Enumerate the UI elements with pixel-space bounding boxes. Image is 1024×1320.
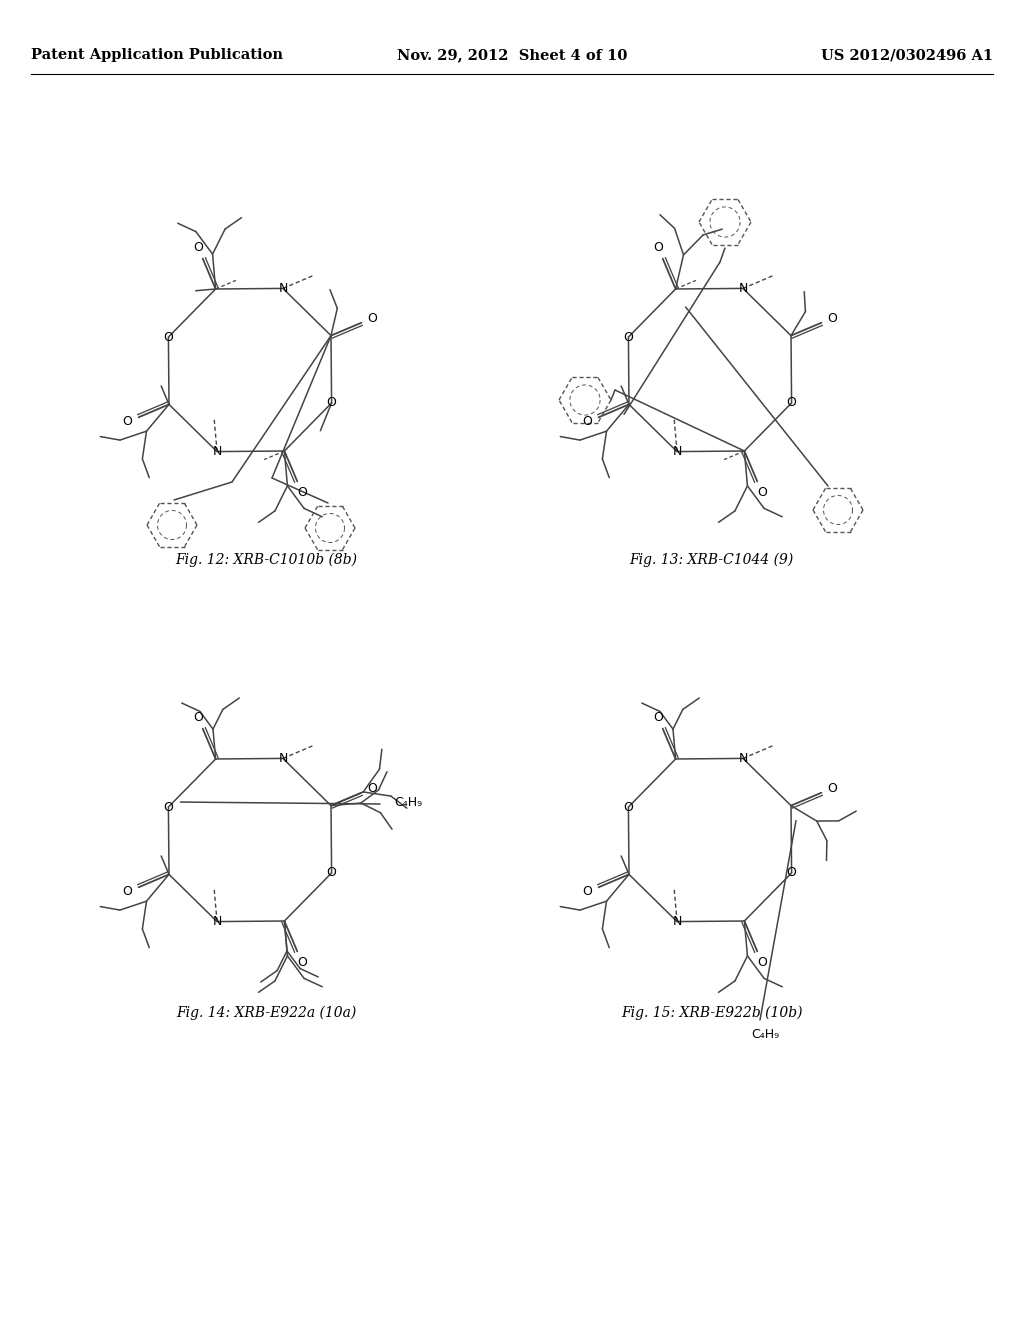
Text: O: O	[583, 416, 593, 429]
Text: O: O	[164, 800, 173, 813]
Text: O: O	[827, 781, 838, 795]
Text: O: O	[123, 416, 132, 429]
Text: O: O	[786, 866, 797, 879]
Text: Fig. 14: XRB-E922a (10a): Fig. 14: XRB-E922a (10a)	[176, 1006, 356, 1019]
Text: US 2012/0302496 A1: US 2012/0302496 A1	[821, 49, 993, 62]
Text: O: O	[757, 486, 767, 499]
Text: O: O	[653, 711, 663, 725]
Text: O: O	[757, 956, 767, 969]
Text: O: O	[194, 242, 203, 253]
Text: O: O	[786, 396, 797, 409]
Text: O: O	[327, 866, 337, 879]
Text: O: O	[327, 396, 337, 409]
Text: N: N	[738, 752, 748, 764]
Text: O: O	[194, 711, 203, 725]
Text: Patent Application Publication: Patent Application Publication	[31, 49, 283, 62]
Text: C₄H₉: C₄H₉	[394, 796, 422, 808]
Text: Nov. 29, 2012  Sheet 4 of 10: Nov. 29, 2012 Sheet 4 of 10	[397, 49, 627, 62]
Text: O: O	[583, 886, 593, 899]
Text: O: O	[368, 781, 378, 795]
Text: O: O	[297, 486, 307, 499]
Text: O: O	[368, 312, 378, 325]
Text: O: O	[624, 800, 634, 813]
Text: N: N	[673, 445, 682, 458]
Text: O: O	[123, 886, 132, 899]
Text: N: N	[738, 282, 748, 294]
Text: O: O	[653, 242, 663, 253]
Text: C₄H₉: C₄H₉	[751, 1028, 779, 1041]
Text: O: O	[827, 312, 838, 325]
Text: N: N	[279, 282, 288, 294]
Text: Fig. 13: XRB-C1044 (9): Fig. 13: XRB-C1044 (9)	[630, 553, 794, 566]
Text: O: O	[164, 330, 173, 343]
Text: N: N	[212, 445, 222, 458]
Text: N: N	[673, 915, 682, 928]
Text: Fig. 15: XRB-E922b (10b): Fig. 15: XRB-E922b (10b)	[621, 1006, 803, 1019]
Text: O: O	[297, 956, 307, 969]
Text: N: N	[279, 752, 288, 764]
Text: Fig. 12: XRB-C1010b (8b): Fig. 12: XRB-C1010b (8b)	[175, 553, 357, 566]
Text: O: O	[624, 330, 634, 343]
Text: N: N	[212, 915, 222, 928]
